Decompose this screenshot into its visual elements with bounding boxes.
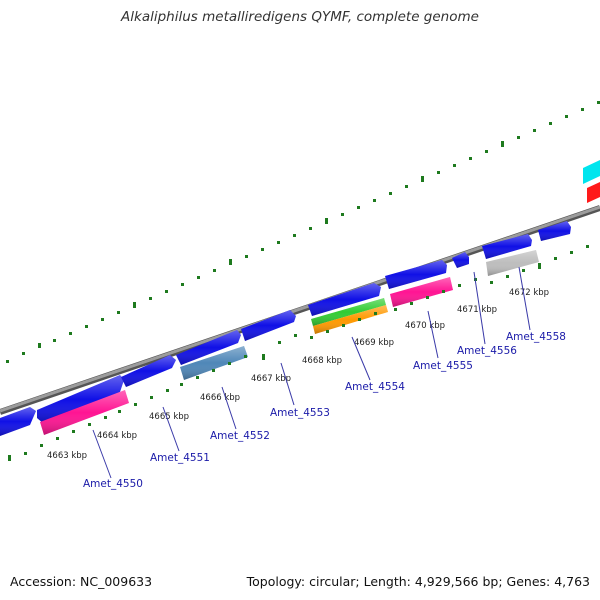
kbp-labels: 4663 kbp 4664 kbp 4665 kbp 4666 kbp 4667…	[47, 288, 549, 461]
kbp-label: 4668 kbp	[302, 356, 342, 366]
red-feature[interactable]	[587, 182, 600, 203]
cds-arrow[interactable]	[482, 234, 532, 259]
pink-feature[interactable]	[390, 277, 453, 307]
kbp-label: 4664 kbp	[97, 431, 137, 441]
gene-label-amet-4556[interactable]: Amet_4556	[457, 345, 517, 357]
kbp-label: 4671 kbp	[457, 305, 497, 315]
kbp-label: 4669 kbp	[354, 338, 394, 348]
cds-arrow[interactable]	[0, 407, 36, 436]
kbp-label: 4670 kbp	[405, 321, 445, 331]
gene-label-amet-4555[interactable]: Amet_4555	[413, 360, 473, 372]
cds-arrow[interactable]	[452, 252, 469, 268]
kbp-label: 4665 kbp	[149, 412, 189, 422]
steel-blue-feature[interactable]	[180, 346, 248, 380]
cds-arrow[interactable]	[121, 355, 176, 387]
cds-arrow[interactable]	[385, 260, 447, 289]
accession-label: Accession: NC_009633	[10, 574, 153, 589]
gene-label-amet-4553[interactable]: Amet_4553	[270, 407, 330, 419]
topology-label: Topology: circular; Length: 4,929,566 bp…	[246, 574, 590, 589]
cds-track-forward	[0, 221, 571, 436]
pink-feature[interactable]	[40, 390, 129, 435]
green-feature[interactable]	[311, 298, 386, 326]
gray-feature[interactable]	[486, 250, 539, 276]
cds-arrow[interactable]	[37, 375, 124, 424]
inner-tick-track	[8, 245, 589, 461]
cds-arrow[interactable]	[241, 310, 296, 341]
gene-label-amet-4552[interactable]: Amet_4552	[210, 430, 270, 442]
gene-label-amet-4554[interactable]: Amet_4554	[345, 381, 405, 393]
outer-tick-track	[6, 101, 600, 363]
gene-label-amet-4550[interactable]: Amet_4550	[83, 478, 143, 490]
gene-label-amet-4558[interactable]: Amet_4558	[506, 331, 566, 343]
kbp-label: 4666 kbp	[200, 393, 240, 403]
kbp-label: 4667 kbp	[251, 374, 291, 384]
feature-track	[40, 250, 539, 435]
leader-lines	[92, 266, 531, 479]
cds-arrow[interactable]	[308, 283, 381, 316]
gene-labels: Amet_4550 Amet_4551 Amet_4552 Amet_4553 …	[83, 331, 566, 490]
genome-backbone	[0, 205, 600, 415]
map-title: Alkaliphilus metalliredigens QYMF, compl…	[121, 9, 479, 25]
cyan-feature[interactable]	[583, 160, 600, 184]
cds-arrow[interactable]	[176, 330, 241, 365]
orange-feature[interactable]	[313, 305, 388, 334]
cds-arrow[interactable]	[538, 221, 571, 241]
gene-label-amet-4551[interactable]: Amet_4551	[150, 452, 210, 464]
kbp-label: 4672 kbp	[509, 288, 549, 298]
kbp-label: 4663 kbp	[47, 451, 87, 461]
